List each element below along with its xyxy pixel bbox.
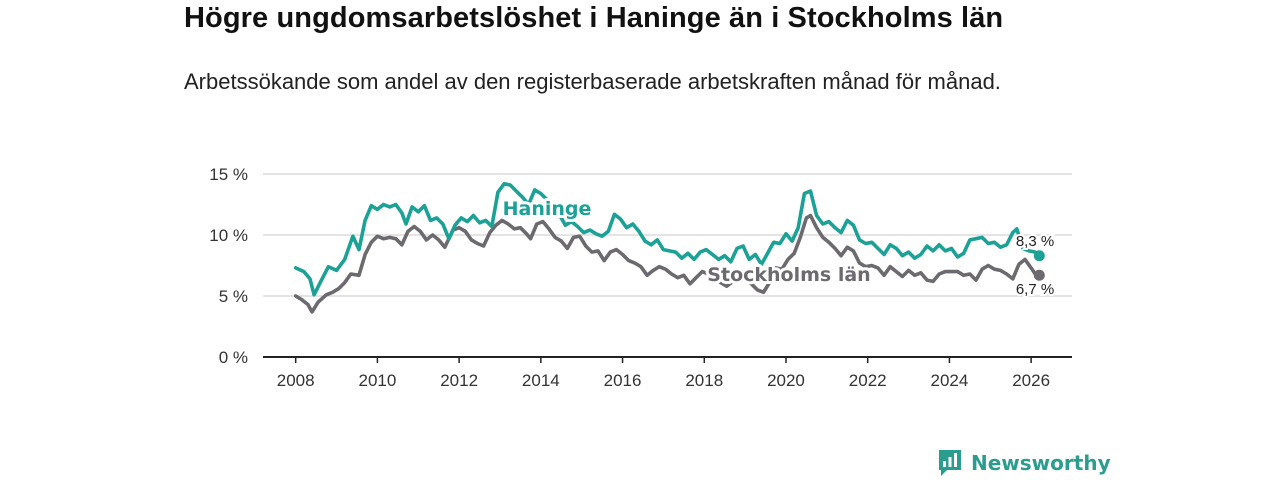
newsworthy-logo-icon (939, 450, 961, 476)
series-line-haninge (293, 182, 1042, 297)
y-tick-label: 5 % (219, 287, 248, 306)
grid-lines (263, 173, 1072, 297)
chart-labels: Haninge Stockholms län 8,3 % 6,7 % (500, 195, 1057, 300)
series-label-stockholms-lan: Stockholms län (707, 264, 870, 286)
x-tick-label: 2008 (277, 371, 315, 390)
end-point-stockholms-lan (1033, 269, 1045, 281)
newsworthy-logo-text: Newsworthy (971, 451, 1111, 475)
newsworthy-logo: Newsworthy (937, 448, 1111, 478)
y-tick-label: 0 % (219, 348, 248, 367)
x-tick-label: 2026 (1012, 371, 1050, 390)
line-chart: 0 %5 %10 %15 % 2008 2010 2012 2014 2016 2018 2… (209, 165, 1072, 390)
chart-title: Högre ungdomsarbetslöshet i Haninge än i… (184, 2, 1004, 34)
x-tick-label: 2024 (931, 371, 969, 390)
x-tick-label: 2022 (849, 371, 887, 390)
y-tick-label: 15 % (209, 165, 248, 184)
chart-subtitle: Arbetssökande som andel av den registerb… (184, 69, 1001, 94)
x-axis-ticks: 2008 2010 2012 2014 2016 2018 2020 2022 2024 2026 (277, 357, 1050, 390)
y-axis-ticks: 0 % 5 % 10 % 15 % (209, 165, 248, 367)
x-tick-label: 2020 (767, 371, 805, 390)
x-tick-label: 2014 (522, 371, 560, 390)
end-point-haninge (1033, 250, 1045, 262)
end-value-label-haninge: 8,3 % (1016, 233, 1054, 250)
series-lines (293, 182, 1045, 314)
end-value-label-stockholms-lan: 6,7 % (1016, 281, 1054, 298)
series-line-stockholms-lan (293, 213, 1042, 314)
y-tick-label: 10 % (209, 226, 248, 245)
x-tick-label: 2018 (685, 371, 723, 390)
series-label-haninge: Haninge (503, 198, 592, 220)
x-tick-label: 2016 (604, 371, 642, 390)
x-tick-label: 2012 (440, 371, 478, 390)
x-tick-label: 2010 (358, 371, 396, 390)
